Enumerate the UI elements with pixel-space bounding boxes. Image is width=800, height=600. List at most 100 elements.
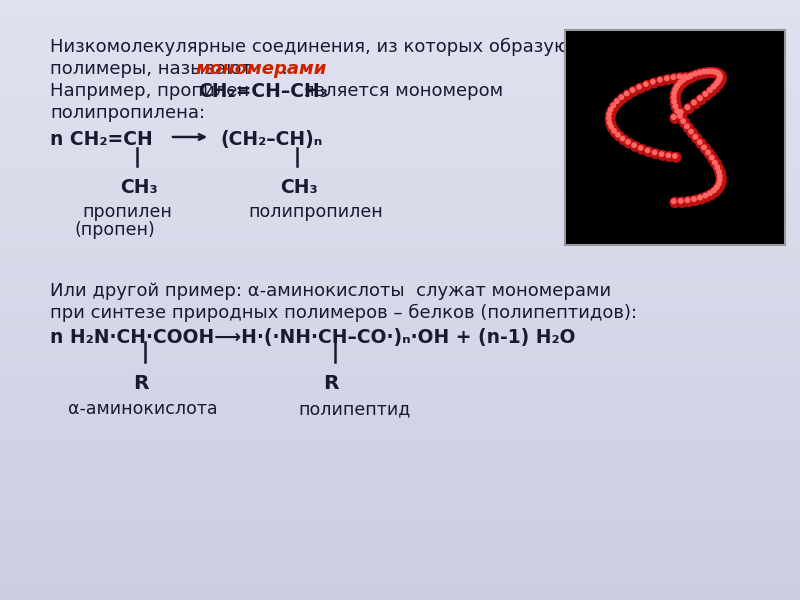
Bar: [0, 414, 800, 417]
Circle shape: [610, 127, 620, 137]
Circle shape: [619, 135, 629, 145]
Circle shape: [718, 174, 722, 178]
Circle shape: [714, 69, 723, 79]
Circle shape: [625, 91, 629, 95]
Bar: [0, 147, 800, 150]
Circle shape: [672, 103, 682, 113]
Circle shape: [713, 184, 723, 194]
Text: полимеры, называют: полимеры, называют: [50, 60, 258, 78]
Text: полипропилен: полипропилен: [248, 203, 382, 221]
Bar: [0, 363, 800, 366]
Bar: [0, 261, 800, 264]
Bar: [0, 453, 800, 456]
Bar: [0, 18, 800, 21]
Bar: [0, 135, 800, 138]
Circle shape: [626, 140, 630, 144]
Circle shape: [718, 178, 722, 182]
Circle shape: [686, 105, 690, 109]
Circle shape: [658, 77, 662, 82]
Circle shape: [687, 128, 698, 138]
Bar: [0, 396, 800, 399]
Circle shape: [618, 94, 627, 103]
Circle shape: [696, 139, 706, 148]
Bar: [0, 372, 800, 375]
Circle shape: [671, 95, 676, 100]
Bar: [0, 402, 800, 405]
Text: R: R: [323, 374, 338, 393]
Circle shape: [708, 68, 718, 77]
Bar: [0, 381, 800, 384]
Circle shape: [670, 113, 680, 123]
Bar: [0, 48, 800, 51]
Bar: [0, 174, 800, 177]
Bar: [0, 264, 800, 267]
Circle shape: [674, 107, 683, 117]
Bar: [0, 333, 800, 336]
Bar: [0, 366, 800, 369]
Circle shape: [614, 131, 624, 141]
Bar: [0, 132, 800, 135]
Circle shape: [710, 155, 714, 160]
Bar: [0, 84, 800, 87]
Bar: [0, 495, 800, 498]
Bar: [0, 108, 800, 111]
Circle shape: [606, 119, 615, 128]
Bar: [0, 9, 800, 12]
Bar: [0, 387, 800, 390]
Bar: [0, 522, 800, 525]
Bar: [0, 579, 800, 582]
Circle shape: [607, 106, 617, 115]
Circle shape: [696, 194, 706, 204]
Circle shape: [619, 95, 623, 100]
Text: n H₂N·CH·COOH⟶H·(·NH·CH–CO·)ₙ·OH + (n-1) H₂O: n H₂N·CH·COOH⟶H·(·NH·CH–CO·)ₙ·OH + (n-1)…: [50, 328, 575, 347]
Bar: [0, 348, 800, 351]
Circle shape: [715, 70, 726, 80]
Bar: [0, 423, 800, 426]
Circle shape: [677, 197, 687, 207]
Bar: [0, 111, 800, 114]
Bar: [0, 51, 800, 54]
Circle shape: [716, 72, 726, 82]
Circle shape: [673, 104, 678, 109]
Circle shape: [675, 109, 679, 113]
Bar: [0, 198, 800, 201]
Bar: [0, 165, 800, 168]
Bar: [0, 270, 800, 273]
Text: полипептид: полипептид: [298, 400, 410, 418]
Bar: [0, 357, 800, 360]
Circle shape: [696, 94, 706, 104]
Text: Низкомолекулярные соединения, из которых образуются: Низкомолекулярные соединения, из которых…: [50, 38, 600, 56]
Bar: [0, 66, 800, 69]
Bar: [0, 489, 800, 492]
Circle shape: [690, 99, 700, 109]
Circle shape: [703, 92, 707, 96]
Bar: [0, 234, 800, 237]
Circle shape: [677, 109, 687, 118]
Circle shape: [717, 170, 722, 174]
Bar: [0, 477, 800, 480]
Circle shape: [681, 77, 686, 82]
Circle shape: [659, 152, 664, 157]
Text: R: R: [133, 374, 149, 393]
Circle shape: [679, 76, 690, 86]
Bar: [0, 315, 800, 318]
Bar: [0, 375, 800, 378]
Bar: [0, 567, 800, 570]
Bar: [0, 429, 800, 432]
Circle shape: [624, 139, 634, 148]
Circle shape: [671, 115, 676, 119]
Bar: [0, 378, 800, 381]
Circle shape: [715, 180, 725, 190]
Bar: [0, 246, 800, 249]
Bar: [0, 417, 800, 420]
Circle shape: [689, 130, 694, 134]
Circle shape: [653, 151, 657, 155]
Bar: [0, 480, 800, 483]
Circle shape: [672, 91, 677, 95]
Bar: [0, 528, 800, 531]
Bar: [0, 435, 800, 438]
Bar: [0, 408, 800, 411]
Circle shape: [713, 80, 723, 89]
Circle shape: [682, 74, 687, 79]
Bar: [0, 546, 800, 549]
